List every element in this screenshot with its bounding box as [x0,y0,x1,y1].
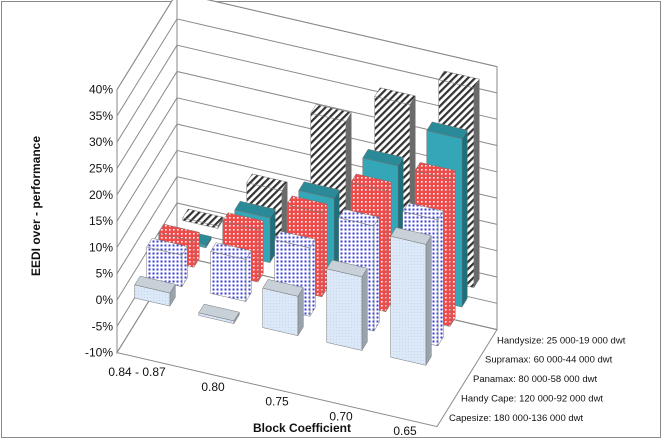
series-label: Capesize: 180 000-136 000 dwt [449,413,584,424]
bar-0-4 [390,227,432,367]
bar-4-0 [182,208,224,230]
y-tick-labels: -10% -5% 0% 5% 10% 15% 20% 25% 30% 35% 40% [85,83,113,360]
x-category-label: 0.80 [201,380,225,394]
bar-0-1 [198,303,240,325]
y-tick-label: 30% [89,135,113,149]
y-axis-title: EEDI over - performance [29,136,43,276]
gridline [116,18,498,117]
bar-0-3 [326,259,368,352]
x-category-label: 0.65 [393,424,417,438]
series-label: Supramax: 60 000-44 000 dwt [485,355,613,366]
bars-group [134,70,480,367]
x-category-label: 0.70 [329,409,353,423]
series-label: Handy Cape: 120 000-92 000 dwt [461,394,603,405]
y-tick-label: 5% [96,267,114,281]
bar-1-0 [146,238,188,288]
bar-0-0 [134,275,176,307]
y-tick-label: -5% [92,319,114,333]
x-category-label: 0.75 [265,395,289,409]
x-category-label: 0.84 - 0.87 [108,365,166,379]
bar-0-2 [262,279,304,337]
y-tick-label: -10% [85,346,113,360]
y-tick-label: 40% [89,83,113,97]
gridline [116,0,498,90]
y-tick-label: 35% [89,109,113,123]
series-label: Panamax: 80 000-58 000 dwt [473,374,597,385]
y-tick-label: 0% [96,293,114,307]
bar-1-1 [210,242,252,303]
series-label: Handysize: 25 000-19 000 dwt [497,335,626,346]
y-tick-label: 15% [89,214,113,228]
x-category-labels: 0.84 - 0.87 0.80 0.75 0.70 0.65 [108,365,417,438]
y-tick-label: 25% [89,162,113,176]
y-tick-label: 20% [89,188,113,202]
y-tick-label: 10% [89,240,113,254]
x-axis-title: Block Coefficient [253,421,351,435]
series-depth-labels: Capesize: 180 000-136 000 dwt Handy Cape:… [449,335,626,424]
